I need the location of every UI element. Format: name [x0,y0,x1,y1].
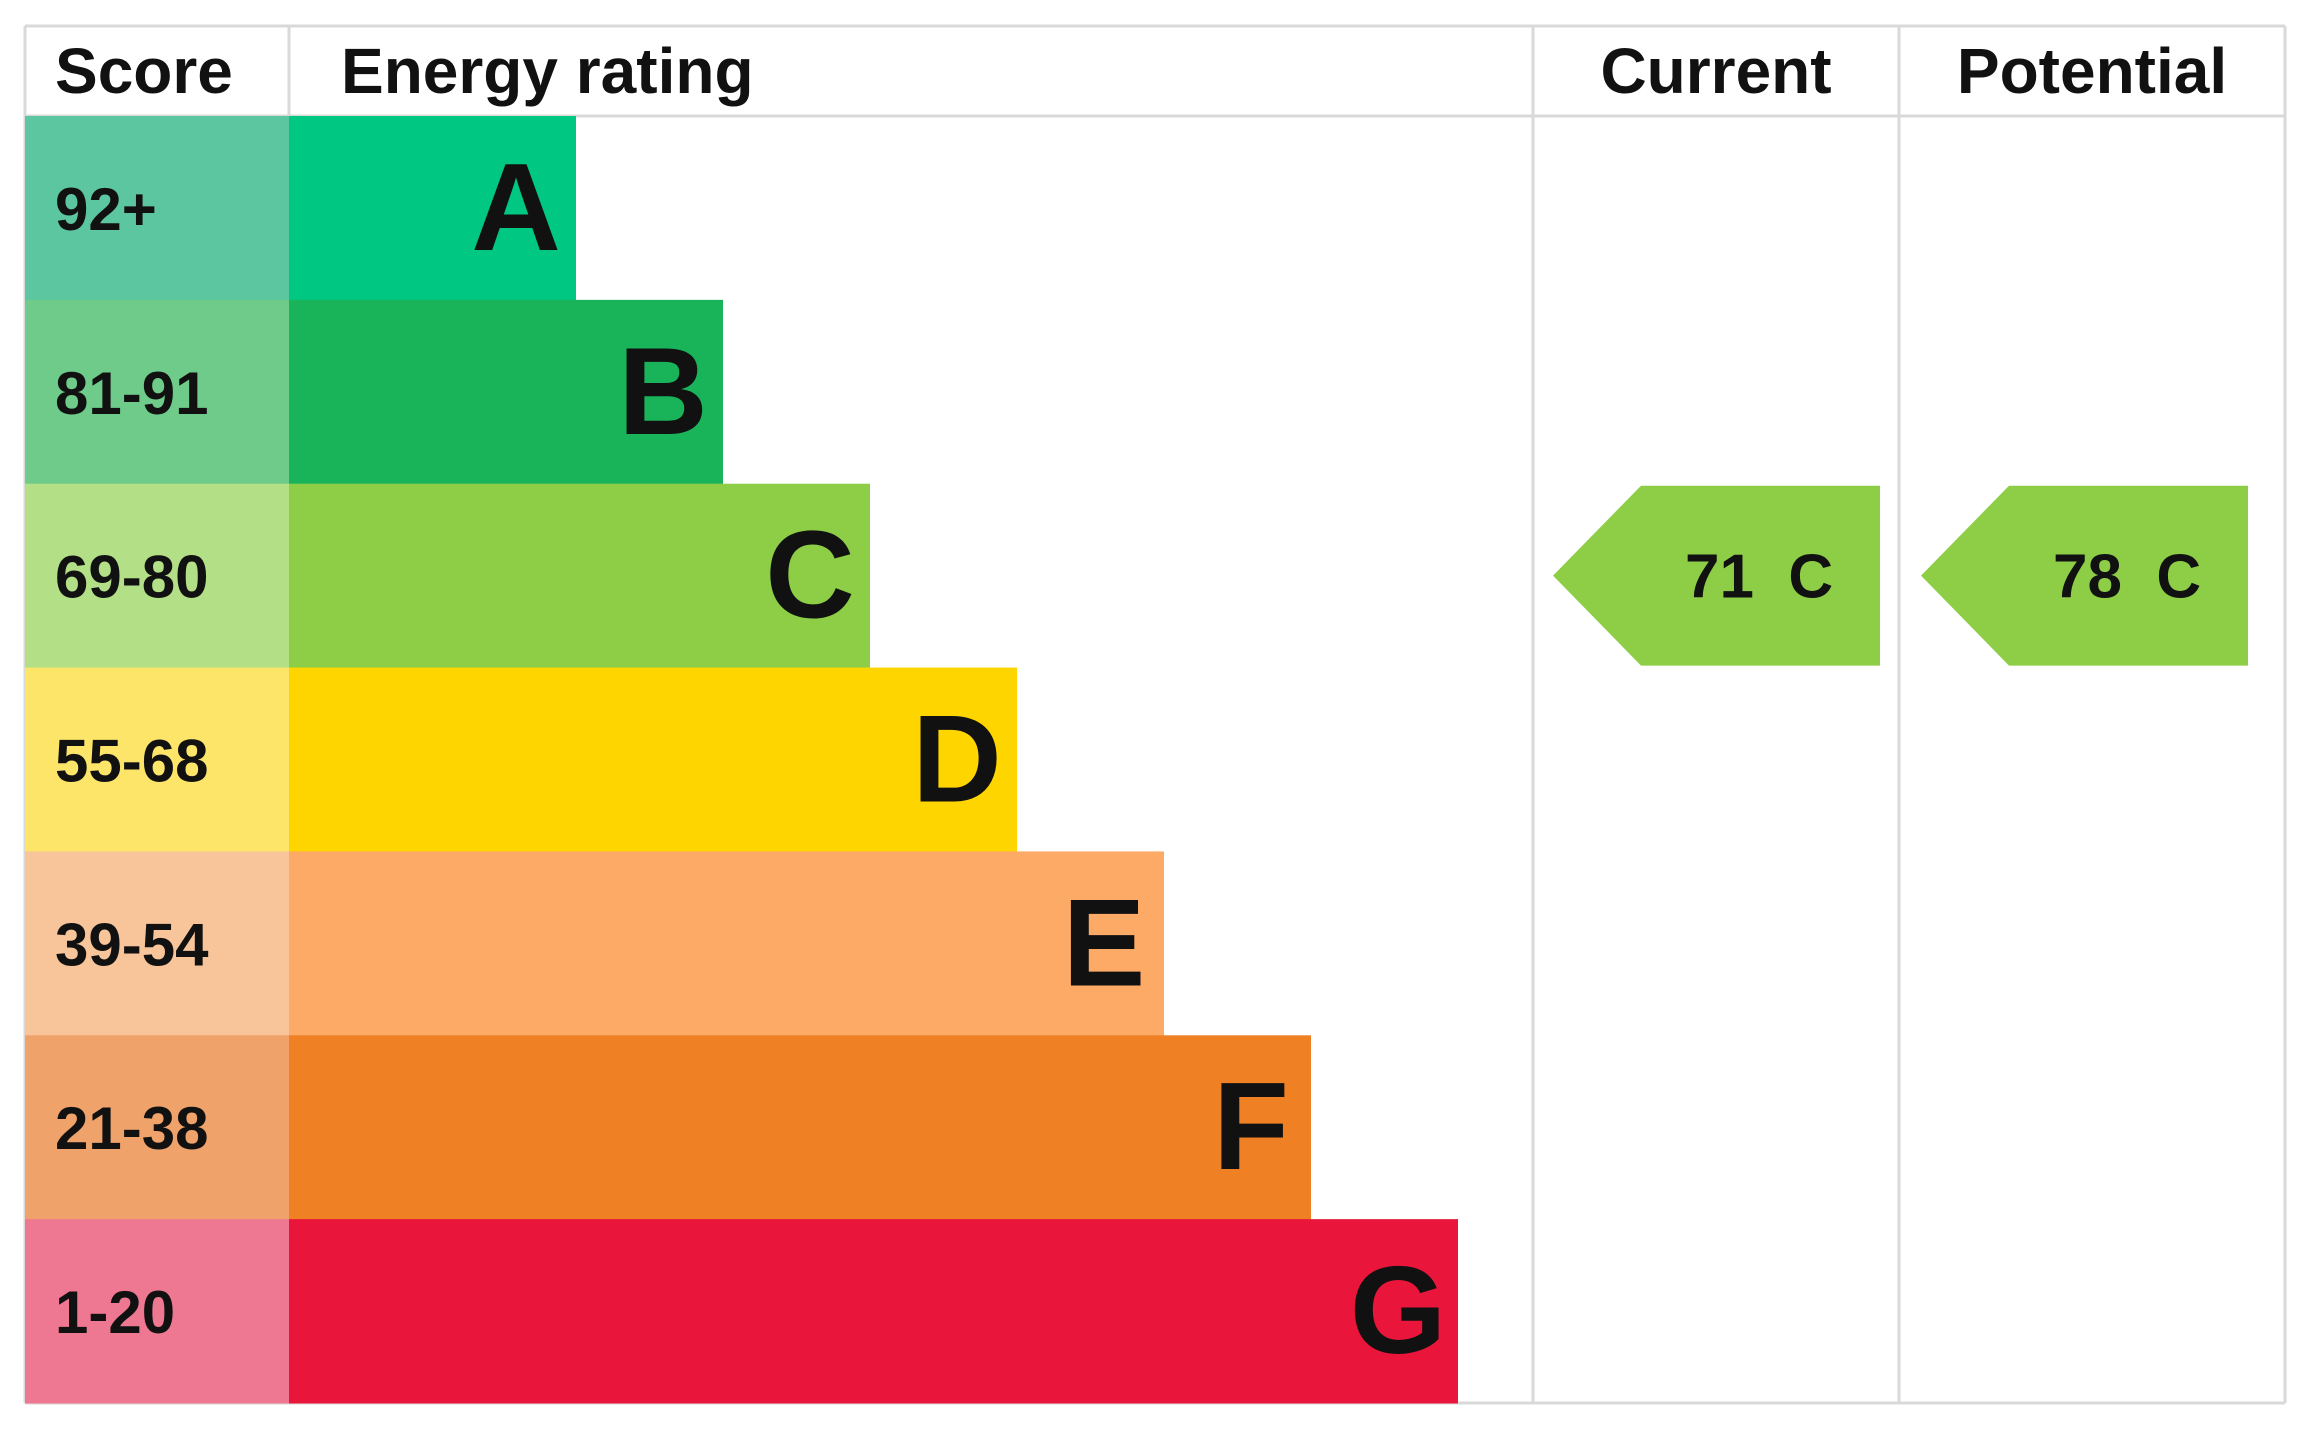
rating-letter: C [765,507,855,645]
rating-bar-a [289,116,576,301]
rating-bar-e [289,851,1164,1036]
rating-letter: F [1213,1058,1289,1196]
potential-rating-arrow [1921,485,2248,666]
rating-bar-b [289,299,723,485]
rating-bar-g [289,1219,1458,1404]
score-cell-e [25,851,289,1036]
score-cell-a [25,116,289,301]
rating-bar-d [289,667,1017,852]
header-energy-rating: Energy rating [341,35,754,107]
current-rating-arrow [1553,485,1880,666]
rating-bar-c [289,483,870,669]
score-cell-f [25,1035,289,1220]
score-cell-c [25,483,289,669]
header-potential: Potential [1957,35,2227,107]
rating-letter: E [1063,874,1146,1012]
score-label: 69-80 [55,544,208,611]
rating-letter: G [1350,1242,1446,1380]
score-cell-b [25,299,289,485]
score-label: 92+ [55,176,157,243]
score-label: 81-91 [55,360,208,427]
score-cell-d [25,667,289,852]
score-cell-g [25,1219,289,1404]
score-label: 55-68 [55,728,208,795]
score-label: 21-38 [55,1095,208,1162]
header-current: Current [1600,35,1831,107]
potential-rating-label: 78 C [2053,543,2201,612]
rating-bar-f [289,1035,1311,1220]
score-label: 1-20 [55,1279,175,1346]
header-score: Score [55,35,233,107]
rating-letter: A [471,139,561,277]
rating-letter: D [912,691,1002,829]
rating-letter: B [618,323,708,461]
current-rating-label: 71 C [1685,543,1833,612]
score-label: 39-54 [55,911,209,978]
